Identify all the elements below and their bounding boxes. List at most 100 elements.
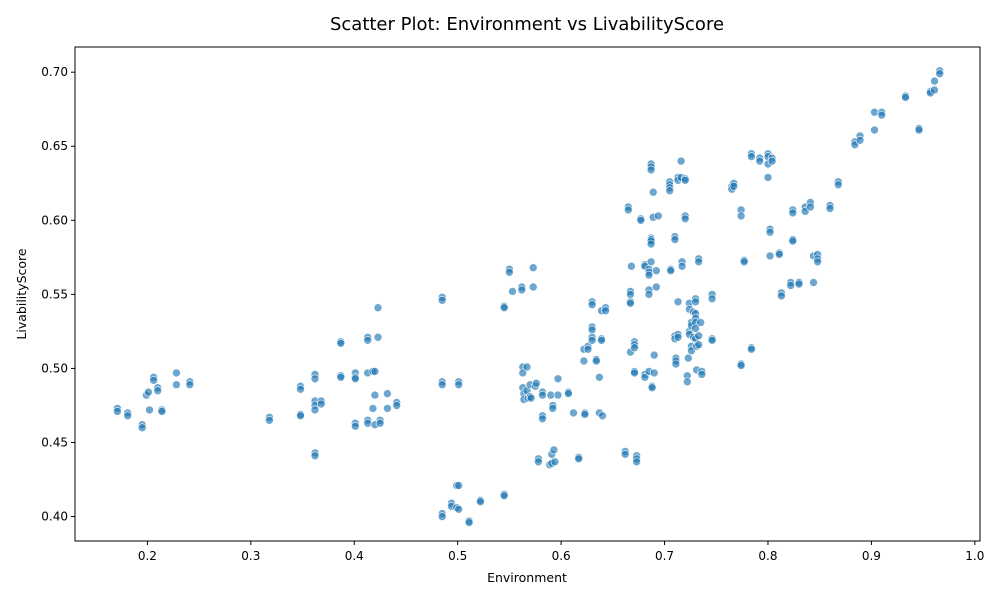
data-point-78 (476, 497, 485, 507)
data-point-53 (373, 303, 383, 313)
data-point-294 (809, 278, 818, 287)
y-tick-label: 0.60 (41, 213, 68, 227)
data-point-54 (373, 332, 383, 342)
data-point-24 (296, 411, 305, 421)
data-point-182 (646, 239, 656, 249)
data-point-151 (626, 290, 635, 299)
data-point-313 (914, 125, 924, 135)
data-point-106 (538, 390, 547, 400)
data-point-26 (310, 374, 320, 384)
y-tick-label: 0.55 (41, 287, 68, 301)
data-point-15 (172, 368, 181, 378)
data-point-183 (646, 257, 656, 267)
data-point-185 (647, 383, 657, 393)
data-point-244 (694, 340, 704, 350)
data-point-317 (930, 85, 939, 95)
data-point-110 (546, 390, 556, 400)
data-point-307 (870, 125, 879, 135)
data-point-1 (113, 407, 122, 416)
data-point-278 (774, 250, 784, 259)
data-point-102 (531, 378, 541, 388)
data-point-245 (696, 318, 706, 327)
y-tick-label: 0.45 (41, 435, 68, 449)
data-point-174 (644, 290, 654, 299)
data-point-242 (694, 257, 704, 267)
data-point-221 (683, 353, 693, 363)
data-point-44 (363, 335, 373, 345)
data-point-186 (648, 187, 658, 197)
data-point-160 (630, 368, 639, 378)
data-point-147 (620, 449, 630, 459)
data-point-121 (569, 408, 578, 418)
data-point-200 (670, 235, 680, 244)
data-point-216 (680, 176, 690, 185)
x-tick-label: 0.4 (345, 549, 364, 563)
plot-frame (74, 46, 981, 542)
data-point-198 (666, 266, 676, 276)
data-point-29 (310, 405, 320, 415)
x-tick-label: 0.2 (138, 549, 157, 563)
data-point-37 (336, 372, 346, 382)
data-point-165 (636, 216, 646, 225)
x-tick-label: 0.3 (241, 549, 260, 563)
data-point-12 (153, 386, 162, 396)
data-point-10 (149, 375, 158, 385)
x-axis-title: Environment (487, 570, 567, 585)
data-point-5 (137, 423, 147, 433)
data-point-263 (747, 152, 756, 161)
data-point-149 (623, 205, 633, 215)
data-point-62 (437, 295, 447, 305)
data-point-178 (646, 165, 656, 175)
y-tick-label: 0.70 (41, 65, 68, 79)
y-tick-label: 0.50 (41, 361, 68, 375)
data-point-205 (671, 359, 681, 369)
data-point-89 (518, 368, 528, 378)
data-point-172 (644, 270, 654, 280)
data-point-284 (788, 208, 798, 218)
data-point-3 (123, 411, 132, 421)
data-point-299 (825, 204, 835, 213)
data-point-288 (794, 279, 804, 289)
data-point-80 (499, 303, 509, 313)
data-point-214 (677, 261, 687, 271)
data-point-49 (368, 404, 378, 413)
data-point-129 (583, 344, 593, 354)
data-point-280 (777, 291, 786, 301)
data-point-85 (508, 287, 517, 296)
x-tick-label: 0.7 (655, 549, 674, 563)
data-point-257 (736, 211, 746, 221)
data-point-145 (601, 306, 610, 316)
data-point-57 (383, 389, 392, 398)
data-point-7 (144, 387, 153, 397)
data-point-73 (454, 481, 464, 490)
data-point-131 (587, 300, 597, 310)
data-point-42 (350, 421, 360, 431)
data-point-40 (350, 374, 360, 384)
x-tick-label: 0.9 (862, 549, 881, 563)
data-point-104 (534, 457, 543, 467)
data-point-84 (505, 267, 514, 277)
data-point-243 (694, 331, 704, 341)
data-point-233 (691, 297, 700, 307)
data-point-8 (145, 405, 154, 415)
data-point-255 (729, 181, 739, 191)
data-point-35 (336, 338, 346, 348)
x-axis: 0.2 0.3 0.4 0.5 0.6 0.7 0.8 0.9 1.0 (138, 541, 984, 563)
y-axis: 0.40 0.45 0.50 0.55 0.60 0.65 0.70 (41, 65, 75, 524)
data-point-208 (673, 297, 683, 307)
data-point-191 (651, 282, 661, 292)
data-point-64 (437, 380, 447, 390)
data-point-118 (553, 390, 563, 400)
data-point-14 (157, 407, 167, 416)
data-point-87 (517, 285, 527, 295)
data-point-218 (680, 214, 690, 224)
y-tick-label: 0.65 (41, 139, 68, 153)
data-point-116 (550, 457, 560, 467)
data-point-188 (649, 350, 659, 360)
data-point-50 (370, 367, 380, 376)
y-axis-title: LivabilityScore (14, 248, 29, 339)
data-point-31 (310, 451, 320, 461)
data-point-135 (587, 335, 597, 345)
